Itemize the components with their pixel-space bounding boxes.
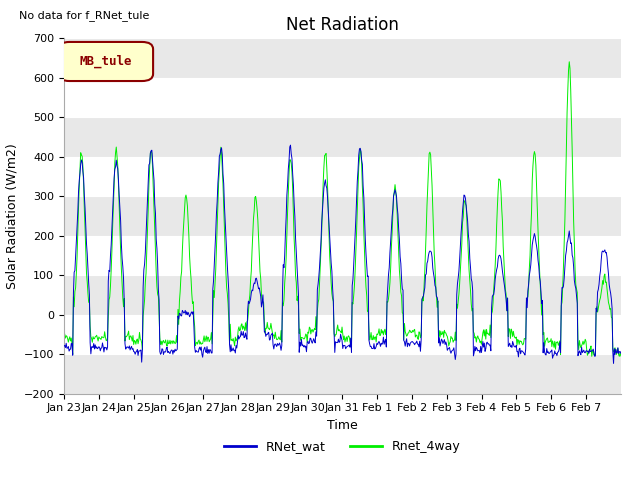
Bar	[64, 275, 621, 315]
Bar	[64, 196, 621, 236]
Title: Net Radiation: Net Radiation	[286, 16, 399, 34]
Legend: RNet_wat, Rnet_4way: RNet_wat, Rnet_4way	[220, 435, 465, 458]
Bar	[64, 38, 621, 78]
Y-axis label: Solar Radiation (W/m2): Solar Radiation (W/m2)	[5, 143, 18, 289]
X-axis label: Time: Time	[327, 419, 358, 432]
Text: No data for f_RNet_tule: No data for f_RNet_tule	[19, 10, 150, 21]
Text: MB_tule: MB_tule	[79, 55, 132, 68]
Bar	[64, 117, 621, 157]
Bar	[64, 354, 621, 394]
FancyBboxPatch shape	[58, 42, 153, 81]
